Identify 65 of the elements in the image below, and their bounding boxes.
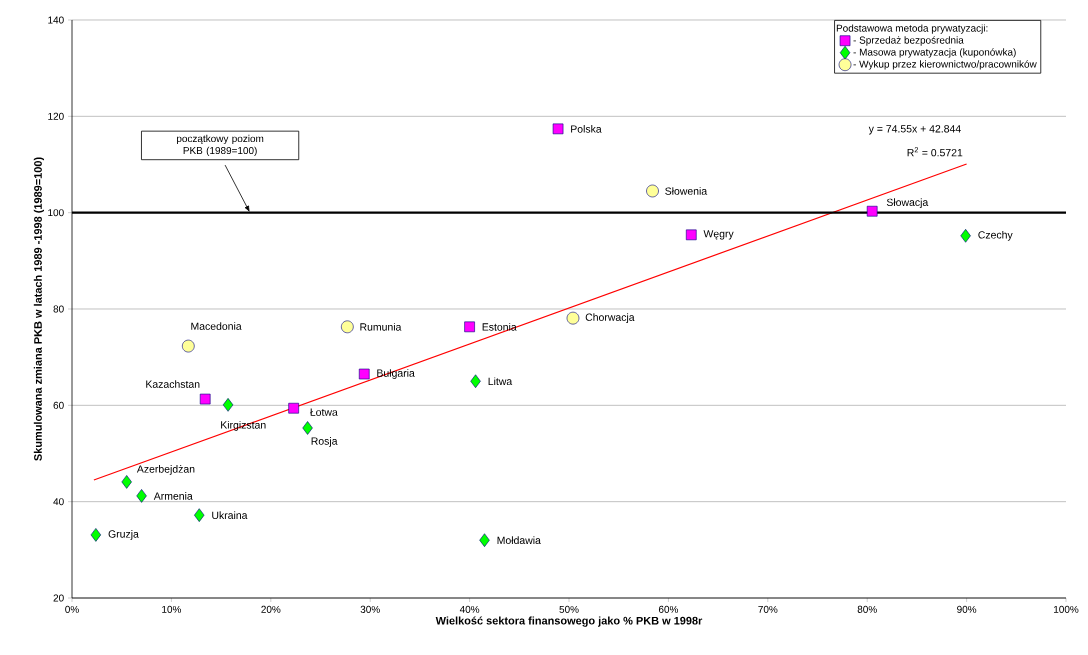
point: [288, 402, 299, 414]
point: [341, 320, 354, 334]
annotation: Mołdawia: [497, 536, 541, 545]
y-tick-label: 80: [53, 305, 64, 313]
point: [358, 368, 370, 380]
annotation: Czechy: [978, 230, 1013, 241]
y-tick-label: 100: [48, 209, 64, 217]
point: [464, 321, 475, 333]
point: [479, 533, 490, 547]
point: [199, 393, 211, 405]
ref-line-label: początkowy poziom PKB (1989=100): [177, 134, 264, 157]
point: [866, 205, 878, 217]
annotation: Chorwacja: [585, 313, 635, 324]
x-tick-label: 10%: [162, 605, 182, 613]
x-tick-label: 60%: [658, 605, 679, 613]
point: [646, 184, 659, 198]
point: [552, 123, 564, 135]
annotation: Rosja: [311, 437, 338, 447]
x-tick-label: 30%: [360, 605, 380, 613]
point: [194, 508, 205, 522]
point: [960, 228, 971, 243]
x-tick-label: 0%: [65, 605, 79, 613]
y-axis-title: Skumulowana zmiana PKB w latach 1989 -1998 (1989=100): [33, 157, 45, 461]
legend-title: Podstawowa metoda prywatyzacji:: [836, 24, 988, 34]
annotation: Litwa: [488, 377, 513, 386]
x-axis-title: Wielkość sektora finansowego jako % PKB w 1998r: [435, 616, 703, 627]
y-tick-label: 120: [48, 112, 64, 120]
x-tick-label: 40%: [459, 605, 480, 613]
point: [302, 421, 313, 435]
x-tick-label: 90%: [957, 605, 977, 613]
x-tick-label: 80%: [857, 605, 877, 613]
annotation: Ukraina: [212, 511, 248, 519]
point: [182, 339, 195, 353]
annotation: Estonia: [482, 322, 517, 331]
y-tick-label: 20: [53, 594, 64, 602]
point: [121, 475, 132, 489]
point: [685, 229, 697, 241]
x-tick-label: 20%: [261, 605, 281, 613]
annotation: Rumunia: [360, 322, 402, 331]
annotation: Polska: [571, 125, 602, 133]
annotation: y = 74.55x + 42.844: [868, 125, 961, 135]
annotation: Armenia: [153, 492, 193, 500]
point: [470, 374, 481, 389]
annotation: Węgry: [703, 230, 734, 240]
annotation: Kazachstan: [146, 380, 200, 388]
point: [136, 489, 147, 503]
x-tick-label: 70%: [758, 605, 778, 613]
y-tick-label: 40: [53, 498, 64, 506]
x-tick-label: 50%: [559, 605, 579, 613]
point: [90, 528, 102, 542]
x-tick-label: 100%: [1054, 605, 1079, 613]
annotation: Słowacja: [886, 198, 929, 209]
annotation: Azerbejdżan: [136, 465, 195, 475]
point: [222, 398, 234, 412]
annotation: Gruzja: [108, 530, 139, 540]
annotation: Łotwa: [309, 408, 338, 416]
legend-label: - Masowa prywatyzacja (kuponówka): [853, 48, 1016, 58]
annotation: R$^{2}$ = 0.5721: [907, 147, 963, 157]
point: [566, 311, 580, 325]
legend-label: - Wykup przez kierownictwo/pracowników: [853, 60, 1037, 70]
annotation: Słowenia: [665, 187, 708, 195]
y-tick-label: 60: [53, 401, 64, 409]
legend-label: - Sprzedaż bezpośrednia: [853, 36, 964, 46]
annotation: Macedonia: [191, 322, 242, 330]
y-tick-label: 140: [48, 16, 64, 24]
